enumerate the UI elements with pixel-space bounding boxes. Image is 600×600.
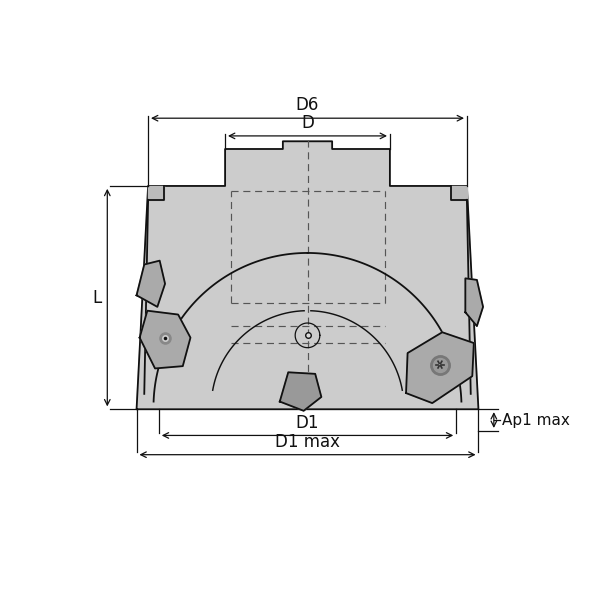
Polygon shape [406, 332, 474, 403]
Polygon shape [137, 141, 478, 409]
Polygon shape [280, 372, 322, 411]
Polygon shape [137, 260, 165, 307]
Polygon shape [148, 186, 164, 200]
Text: D6: D6 [296, 97, 319, 115]
Text: D: D [301, 114, 314, 132]
Text: D1 max: D1 max [275, 433, 340, 451]
Text: L: L [92, 289, 101, 307]
Polygon shape [466, 278, 483, 326]
Text: Ap1 max: Ap1 max [502, 413, 569, 428]
Polygon shape [140, 311, 190, 368]
Polygon shape [451, 186, 467, 200]
Text: D1: D1 [296, 413, 319, 431]
